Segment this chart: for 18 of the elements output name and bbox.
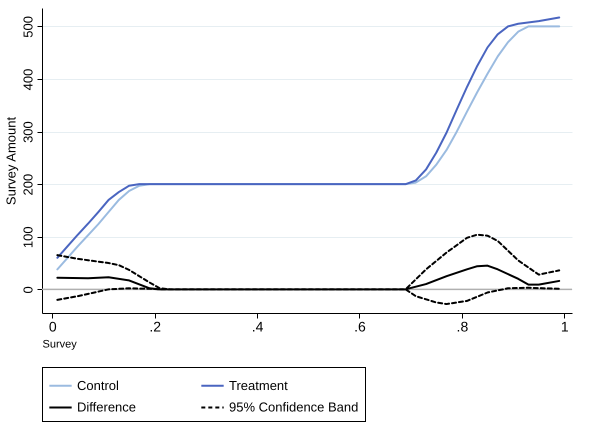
y-tick-label: 500 — [20, 16, 36, 38]
x-tick-label: .2 — [149, 318, 162, 334]
x-tick-label: .6 — [354, 318, 366, 334]
x-axis-title: Survey — [42, 338, 78, 350]
x-tick-label: .4 — [252, 318, 264, 334]
y-tick-label: 100 — [20, 226, 36, 248]
legend-label: Difference — [77, 400, 136, 414]
y-tick-label: 400 — [20, 68, 36, 90]
x-tick-label: .8 — [456, 318, 468, 334]
legend-label: 95% Confidence Band — [229, 400, 358, 414]
x-tick-label: 1 — [560, 318, 569, 334]
legend-label: Treatment — [229, 378, 288, 393]
y-tick-label: 200 — [20, 174, 36, 196]
y-axis-title: Survey Amount — [4, 116, 18, 206]
legend-label: Control — [77, 378, 120, 393]
x-tick-label: 0 — [48, 318, 57, 334]
y-tick-label: 0 — [20, 286, 36, 294]
y-tick-label: 300 — [20, 121, 36, 143]
